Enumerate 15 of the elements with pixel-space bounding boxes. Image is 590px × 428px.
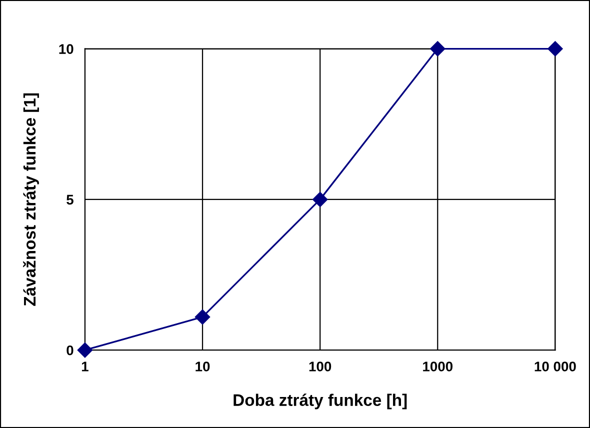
x-tick-label: 10 000 [534,362,576,372]
y-tick-label: 10 [59,44,74,54]
x-tick-label: 1000 [423,362,453,372]
x-tick-label: 10 [196,362,210,372]
y-tick-label: 5 [66,194,74,205]
x-tick-label: 1 [82,362,88,372]
point [77,342,93,358]
point [312,192,328,208]
point [548,41,563,56]
y-axis-title: Závažnost ztráty funkce [1] [23,93,39,306]
point [430,41,446,56]
y-tick-label: 0 [66,345,74,356]
point [194,309,210,325]
x-axis-title: Doba ztráty funkce [h] [234,394,407,410]
x-tick-label: 100 [309,362,332,372]
